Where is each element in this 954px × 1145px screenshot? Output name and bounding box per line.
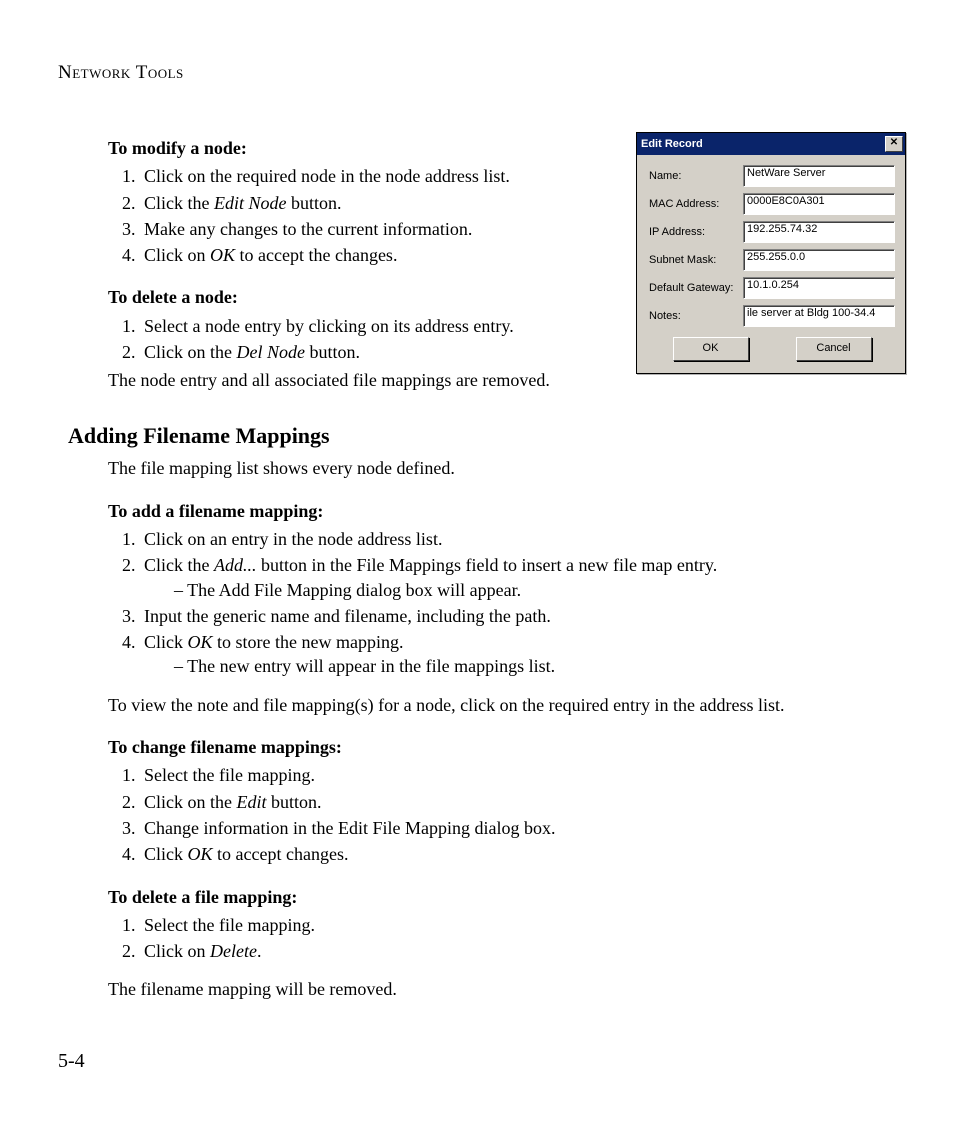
text: Click [144, 844, 188, 864]
list-item: Select the file mapping. [140, 763, 898, 787]
text: button in the File Mappings field to ins… [257, 555, 718, 575]
text-italic: Add... [214, 555, 257, 575]
text-italic: Edit [237, 792, 267, 812]
close-icon[interactable]: ✕ [885, 136, 903, 152]
text: . [257, 941, 262, 961]
text: Select a node entry by clicking on its a… [144, 316, 514, 336]
list-item: Make any changes to the current informat… [140, 217, 640, 241]
field-row-name: Name: NetWare Server [649, 165, 895, 187]
ok-button[interactable]: OK [673, 337, 749, 361]
field-row-ip: IP Address: 192.255.74.32 [649, 221, 895, 243]
label-mask: Subnet Mask: [649, 254, 743, 266]
input-notes[interactable]: ile server at Bldg 100-34.4 [743, 305, 895, 327]
list-modify-node: Click on the required node in the node a… [108, 164, 640, 267]
document-page: Network Tools To modify a node: Click on… [0, 0, 954, 1145]
paragraph: The node entry and all associated file m… [108, 368, 608, 392]
field-row-notes: Notes: ile server at Bldg 100-34.4 [649, 305, 895, 327]
edit-record-dialog: Edit Record ✕ Name: NetWare Server MAC A… [636, 132, 906, 374]
list-item: Click on the Edit button. [140, 790, 898, 814]
label-notes: Notes: [649, 310, 743, 322]
text: Input the generic name and filename, inc… [144, 606, 551, 626]
paragraph: The filename mapping will be removed. [108, 977, 898, 1001]
text: Click on the required node in the node a… [144, 166, 510, 186]
text: Click the [144, 193, 214, 213]
list-add-mapping: Click on an entry in the node address li… [108, 527, 898, 679]
field-row-mask: Subnet Mask: 255.255.0.0 [649, 249, 895, 271]
list-change-mapping: Select the file mapping. Click on the Ed… [108, 763, 898, 866]
text: Select the file mapping. [144, 765, 315, 785]
text: Click on [144, 245, 210, 265]
label-name: Name: [649, 170, 743, 182]
field-row-gateway: Default Gateway: 10.1.0.254 [649, 277, 895, 299]
text: button. [305, 342, 360, 362]
text: to accept the changes. [235, 245, 397, 265]
input-mask[interactable]: 255.255.0.0 [743, 249, 895, 271]
input-mac[interactable]: 0000E8C0A301 [743, 193, 895, 215]
list-item: Click the Add... button in the File Mapp… [140, 553, 898, 602]
list-item: Click on OK to accept the changes. [140, 243, 640, 267]
heading-change-mapping: To change filename mappings: [108, 735, 898, 759]
dialog-titlebar[interactable]: Edit Record ✕ [637, 133, 905, 155]
cancel-button[interactable]: Cancel [796, 337, 872, 361]
list-item: Click the Edit Node button. [140, 191, 640, 215]
input-gateway[interactable]: 10.1.0.254 [743, 277, 895, 299]
text: Change information in the Edit File Mapp… [144, 818, 555, 838]
sub-note: – The Add File Mapping dialog box will a… [174, 578, 898, 602]
list-item: Click OK to store the new mapping. – The… [140, 630, 898, 679]
text-italic: OK [188, 632, 213, 652]
text: Select the file mapping. [144, 915, 315, 935]
text-italic: OK [210, 245, 235, 265]
dialog-title: Edit Record [641, 138, 703, 150]
paragraph: To view the note and file mapping(s) for… [108, 693, 898, 717]
text: to store the new mapping. [213, 632, 404, 652]
text: Click on the [144, 792, 237, 812]
heading-delete-mapping: To delete a file mapping: [108, 885, 898, 909]
field-row-mac: MAC Address: 0000E8C0A301 [649, 193, 895, 215]
text: Click [144, 632, 188, 652]
list-delete-mapping: Select the file mapping. Click on Delete… [108, 913, 898, 964]
list-item: Click on an entry in the node address li… [140, 527, 898, 551]
list-item: Click OK to accept changes. [140, 842, 898, 866]
label-ip: IP Address: [649, 226, 743, 238]
list-item: Select a node entry by clicking on its a… [140, 314, 640, 338]
label-gateway: Default Gateway: [649, 282, 743, 294]
text: Make any changes to the current informat… [144, 219, 472, 239]
text-italic: Delete [210, 941, 257, 961]
text: Click on the [144, 342, 237, 362]
input-ip[interactable]: 192.255.74.32 [743, 221, 895, 243]
text: Click on [144, 941, 210, 961]
label-mac: MAC Address: [649, 198, 743, 210]
sub-note: – The new entry will appear in the file … [174, 654, 898, 678]
text: button. [267, 792, 322, 812]
list-item: Select the file mapping. [140, 913, 898, 937]
heading-delete-node: To delete a node: [108, 285, 608, 309]
text-italic: Del Node [237, 342, 305, 362]
heading-modify-node: To modify a node: [108, 136, 608, 160]
heading-add-mapping: To add a filename mapping: [108, 499, 898, 523]
list-item: Change information in the Edit File Mapp… [140, 816, 898, 840]
text-italic: Edit Node [214, 193, 287, 213]
list-delete-node: Select a node entry by clicking on its a… [108, 314, 640, 365]
dialog-body: Name: NetWare Server MAC Address: 0000E8… [637, 155, 905, 373]
text: Click on an entry in the node address li… [144, 529, 442, 549]
paragraph: The file mapping list shows every node d… [108, 456, 898, 480]
heading-adding-mappings: Adding Filename Mappings [68, 421, 898, 451]
text-italic: OK [188, 844, 213, 864]
page-number: 5-4 [58, 1050, 85, 1073]
input-name[interactable]: NetWare Server [743, 165, 895, 187]
page-header: Network Tools [58, 62, 184, 84]
text: button. [287, 193, 342, 213]
dialog-button-row: OK Cancel [649, 337, 895, 361]
list-item: Input the generic name and filename, inc… [140, 604, 898, 628]
list-item: Click on Delete. [140, 939, 898, 963]
text: Click the [144, 555, 214, 575]
text: to accept changes. [213, 844, 349, 864]
list-item: Click on the required node in the node a… [140, 164, 640, 188]
list-item: Click on the Del Node button. [140, 340, 640, 364]
